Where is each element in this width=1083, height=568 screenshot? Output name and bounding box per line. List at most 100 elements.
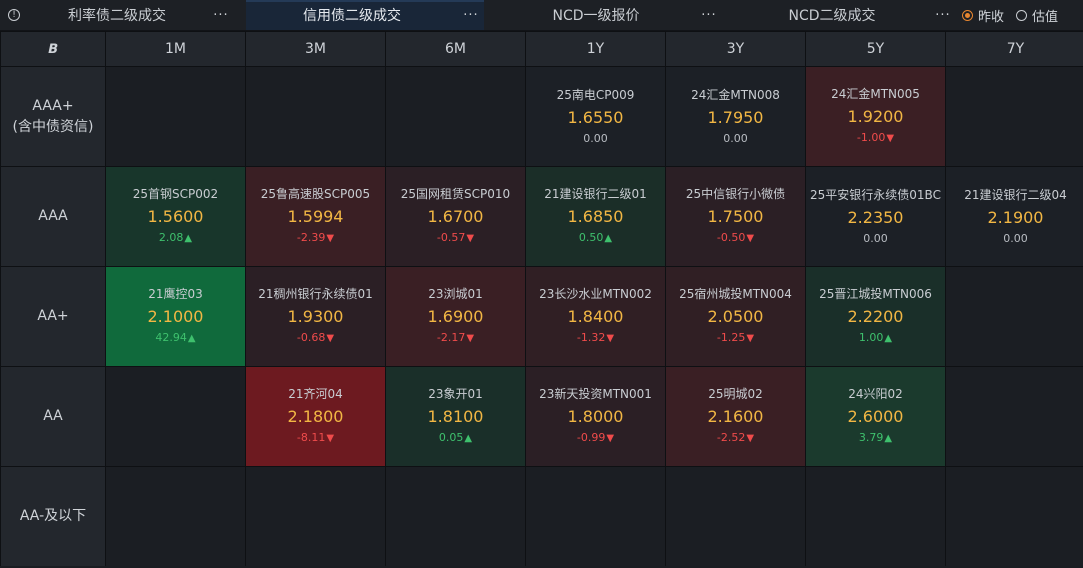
column-header: 5Y: [806, 32, 945, 66]
triangle-up-icon: ▲: [464, 433, 473, 444]
row-header: AA+: [1, 267, 105, 366]
bond-change: -0.50▼: [717, 230, 754, 247]
bond-name: 25南电CP009: [556, 87, 635, 102]
bond-cell[interactable]: 25平安银行永续债01BC 2.2350 0.00: [806, 167, 945, 266]
bond-cell[interactable]: 25中信银行小微债 1.7500 -0.50▼: [666, 167, 805, 266]
bond-cell[interactable]: 21建设银行二级01 1.6850 0.50▲: [526, 167, 665, 266]
bond-cell[interactable]: 21建设银行二级04 2.1900 0.00: [946, 167, 1083, 266]
bond-cell[interactable]: 25鲁高速股SCP005 1.5994 -2.39▼: [246, 167, 385, 266]
change-value: -1.00: [856, 131, 886, 144]
empty-cell: [806, 467, 945, 566]
bond-cell[interactable]: 23新天投资MTN001 1.8000 -0.99▼: [526, 367, 665, 466]
bond-rate: 1.8100: [427, 407, 484, 426]
row-header-label: (含中债资信): [12, 118, 94, 135]
triangle-down-icon: ▼: [606, 333, 615, 344]
bond-name: 21建设银行二级04: [964, 187, 1067, 202]
change-value: -0.50: [716, 231, 746, 244]
bond-name: 25平安银行永续债01BC: [810, 187, 941, 202]
more-icon[interactable]: ···: [463, 7, 479, 23]
bond-rate: 2.1000: [147, 307, 204, 326]
change-value: 3.79: [858, 431, 884, 444]
triangle-down-icon: ▼: [326, 233, 335, 244]
tab-bar: ! 利率债二级成交 ··· 信用债二级成交 ··· NCD一级报价 ··· NC…: [0, 0, 1083, 31]
row-header: AAA+ (含中债资信): [1, 67, 105, 166]
bond-cell[interactable]: 25南电CP009 1.6550 0.00: [526, 67, 665, 166]
bond-change: 0.00: [1003, 231, 1028, 247]
bond-change: 0.05▲: [439, 430, 472, 447]
bond-name: 25鲁高速股SCP005: [260, 187, 371, 201]
bond-change: -8.11▼: [297, 430, 334, 447]
bond-rate: 2.2350: [847, 207, 904, 227]
bond-rate: 2.0500: [707, 307, 764, 326]
bond-rate: 1.6900: [427, 307, 484, 326]
bond-change: -1.25▼: [717, 330, 754, 347]
row-header-label: AA+: [37, 308, 69, 324]
change-value: 0.05: [438, 431, 464, 444]
bond-cell[interactable]: 24汇金MTN005 1.9200 -1.00▼: [806, 67, 945, 166]
empty-cell: [106, 467, 245, 566]
bond-change: 0.00: [863, 231, 888, 247]
row-header-label: AAA: [38, 208, 68, 224]
bond-rate: 1.5600: [147, 207, 204, 226]
bond-cell[interactable]: 21齐河04 2.1800 -8.11▼: [246, 367, 385, 466]
corner-header: B: [1, 32, 105, 66]
empty-cell: [386, 67, 525, 166]
triangle-down-icon: ▼: [466, 333, 475, 344]
bond-cell[interactable]: 25晋江城投MTN006 2.2200 1.00▲: [806, 267, 945, 366]
triangle-down-icon: ▼: [746, 333, 755, 344]
empty-cell: [106, 67, 245, 166]
row-header-label: AA: [43, 408, 63, 424]
triangle-up-icon: ▲: [184, 233, 193, 244]
triangle-down-icon: ▼: [326, 433, 335, 444]
bond-cell[interactable]: 25首钢SCP002 1.5600 2.08▲: [106, 167, 245, 266]
bond-rate: 1.6700: [427, 207, 484, 226]
bond-name: 23长沙水业MTN002: [539, 287, 652, 301]
tab-credit-bond[interactable]: 信用债二级成交 ···: [246, 0, 484, 30]
bond-rate: 1.6550: [567, 107, 624, 127]
bond-cell[interactable]: 21稠州银行永续债01 1.9300 -0.68▼: [246, 267, 385, 366]
tab-rate-bond[interactable]: 利率债二级成交 ···: [26, 0, 234, 30]
radio-prev-close[interactable]: 昨收: [962, 6, 1004, 25]
bond-cell[interactable]: 23浏城01 1.6900 -2.17▼: [386, 267, 525, 366]
change-value: 0.00: [863, 231, 888, 245]
more-icon[interactable]: ···: [213, 7, 229, 23]
row-header-label: AA-及以下: [19, 508, 87, 524]
bold-b-icon[interactable]: B: [46, 41, 60, 57]
bond-change: 0.00: [723, 131, 748, 147]
empty-cell: [106, 367, 245, 466]
bond-cell[interactable]: 24兴阳02 2.6000 3.79▲: [806, 367, 945, 466]
triangle-up-icon: ▲: [187, 333, 196, 344]
bond-change: -1.32▼: [577, 330, 614, 347]
change-value: 0.50: [578, 231, 604, 244]
tab-ncd-secondary[interactable]: NCD二级成交 ···: [734, 0, 956, 30]
column-header: 7Y: [946, 32, 1083, 66]
price-basis-radio-group: 昨收 估值: [962, 6, 1070, 25]
bond-rate: 1.8400: [567, 307, 624, 326]
change-value: -0.99: [576, 431, 606, 444]
bond-rate: 1.5994: [287, 207, 344, 226]
column-header: 1Y: [526, 32, 665, 66]
radio-valuation[interactable]: 估值: [1016, 6, 1058, 25]
empty-cell: [246, 67, 385, 166]
bond-cell[interactable]: 23象开01 1.8100 0.05▲: [386, 367, 525, 466]
column-header: 1M: [106, 32, 245, 66]
bond-cell[interactable]: 23长沙水业MTN002 1.8400 -1.32▼: [526, 267, 665, 366]
bond-cell[interactable]: 25明城02 2.1600 -2.52▼: [666, 367, 805, 466]
more-icon[interactable]: ···: [701, 7, 717, 23]
triangle-down-icon: ▼: [326, 333, 335, 344]
bond-cell[interactable]: 25国网租赁SCP010 1.6700 -0.57▼: [386, 167, 525, 266]
tab-ncd-primary[interactable]: NCD一级报价 ···: [496, 0, 722, 30]
info-circle-icon[interactable]: !: [8, 9, 20, 21]
bond-cell[interactable]: 21鹰控03 2.1000 42.94▲: [106, 267, 245, 366]
bond-rate: 2.1900: [987, 207, 1044, 227]
change-value: -2.17: [436, 331, 466, 344]
more-icon[interactable]: ···: [935, 7, 951, 23]
bond-rate: 1.6850: [567, 207, 624, 226]
bond-cell[interactable]: 24汇金MTN008 1.7950 0.00: [666, 67, 805, 166]
bond-cell[interactable]: 25宿州城投MTN004 2.0500 -1.25▼: [666, 267, 805, 366]
radio-dot-icon: [962, 9, 973, 21]
bond-change: 2.08▲: [159, 230, 192, 247]
bond-name: 25明城02: [708, 387, 763, 401]
bond-name: 25晋江城投MTN006: [819, 287, 932, 301]
row-header: AA-及以下: [1, 467, 105, 566]
